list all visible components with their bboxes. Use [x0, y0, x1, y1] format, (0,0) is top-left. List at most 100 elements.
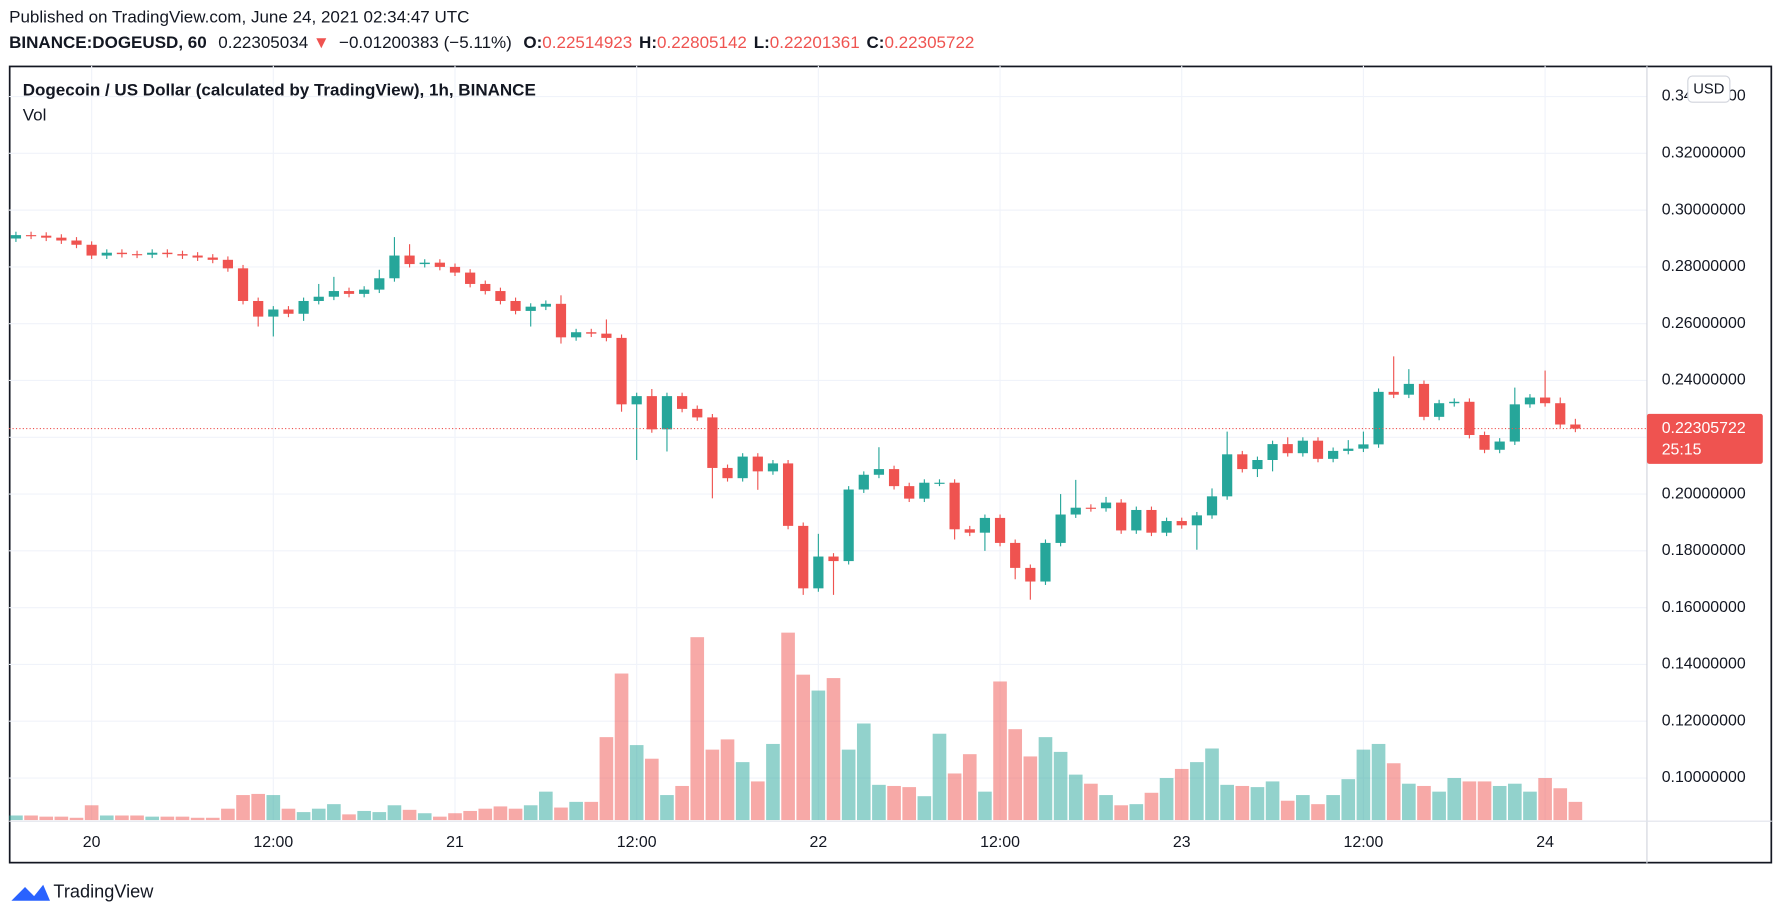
currency-box[interactable]	[1687, 75, 1731, 103]
candle-body	[1237, 454, 1248, 470]
volume-bar	[856, 723, 871, 821]
volume-bar	[523, 805, 538, 821]
volume-bar	[1492, 785, 1507, 821]
candle-body	[510, 300, 521, 311]
volume-bar	[554, 807, 568, 821]
volume-bar	[372, 812, 387, 821]
logo-icon	[11, 884, 51, 901]
volume-bar	[9, 815, 23, 821]
volume-bar	[978, 791, 992, 821]
volume-bar	[1023, 756, 1038, 821]
candle-body	[1252, 460, 1263, 470]
volume-bar	[1568, 801, 1583, 821]
volume-bar	[175, 816, 190, 821]
volume-bar	[160, 816, 175, 821]
volume-bar	[947, 773, 962, 821]
candle-body	[1388, 391, 1399, 395]
chart-frame	[8, 65, 1773, 864]
volume-bar	[69, 817, 84, 821]
volume-bar	[1417, 785, 1431, 821]
candle-body	[25, 235, 37, 237]
y-tick-label: 0.26000000	[1662, 315, 1746, 332]
volume-bar	[1341, 779, 1356, 821]
volume-bar	[1462, 781, 1477, 821]
candle-body	[374, 278, 385, 290]
candle-body	[298, 300, 309, 314]
candle-body	[1191, 515, 1202, 526]
currency: USD	[1693, 82, 1724, 98]
volume-bar	[99, 815, 114, 821]
candle-body	[162, 252, 173, 255]
x-tick-label: 20	[83, 834, 101, 851]
axis-labels: 0.10000000 0.12000000 0.14000000 0.16000000…	[9, 88, 1763, 851]
candle-body	[843, 489, 854, 562]
candle-body	[1222, 454, 1233, 497]
candle-body	[1176, 521, 1187, 526]
volume-bar	[599, 737, 614, 821]
volume-bar	[130, 815, 144, 821]
volume-bar	[1447, 778, 1462, 821]
volume-bar	[539, 791, 553, 821]
candle-body	[1418, 383, 1430, 417]
volume-bar	[145, 816, 160, 821]
candle-body	[616, 337, 627, 405]
candle-body	[56, 237, 67, 241]
volume-bar	[296, 812, 311, 821]
candle-body	[601, 333, 612, 338]
volume-bar	[221, 808, 235, 821]
volume-bar	[1190, 762, 1204, 821]
candle-body	[1343, 448, 1354, 451]
y-tick-label: 0.30000000	[1662, 201, 1746, 218]
volume-bar	[1538, 778, 1552, 821]
volume-layer	[9, 632, 1583, 821]
candle-body	[964, 529, 975, 533]
x-tick-label: 21	[446, 834, 464, 851]
candle-body	[1085, 507, 1097, 509]
volume-bar	[887, 785, 901, 821]
candle-body	[131, 254, 143, 256]
candle-body	[646, 396, 657, 430]
volume-bar	[872, 784, 886, 821]
candle-body	[116, 252, 128, 255]
volume-bar	[236, 795, 250, 821]
candle-body	[1055, 514, 1066, 543]
volume-bar	[1432, 791, 1446, 821]
volume-bar	[54, 816, 69, 821]
candle-body	[1328, 450, 1339, 459]
last-price: 0.22305034	[218, 33, 308, 52]
candle-body	[979, 517, 991, 533]
volume-bar	[841, 749, 856, 821]
candle-body	[661, 396, 673, 430]
candle-body	[1267, 444, 1278, 460]
candle-body	[222, 259, 234, 269]
volume-bar	[311, 808, 326, 821]
volume-bar	[463, 810, 477, 821]
y-tick-label: 0.20000000	[1662, 485, 1746, 502]
candle-body	[934, 482, 945, 484]
candle-body	[343, 291, 355, 294]
candle-body	[676, 396, 688, 409]
volume-bar	[660, 795, 674, 821]
candle-body	[101, 252, 112, 256]
volume-bar	[735, 762, 750, 821]
brand: TradingView	[53, 882, 154, 902]
volume-bar	[993, 681, 1007, 821]
candle-body	[782, 463, 794, 526]
volume-bar	[24, 815, 38, 821]
candle-body	[313, 296, 324, 301]
ohlc-key: H:	[639, 33, 657, 52]
candle-body	[1070, 507, 1081, 515]
candle-body	[1282, 444, 1293, 454]
volume-bar	[1205, 748, 1219, 821]
candle-body	[1555, 403, 1566, 425]
x-tick-label: 22	[810, 834, 828, 851]
candle-body	[586, 332, 597, 334]
candle-body	[1464, 401, 1475, 436]
candle-body	[1373, 391, 1384, 445]
candle-body	[571, 332, 582, 338]
volume-bar	[1356, 749, 1371, 821]
volume-bar	[1265, 781, 1280, 821]
volume-bar	[281, 808, 296, 821]
volume-bar	[478, 808, 493, 821]
candle-body	[41, 235, 52, 238]
